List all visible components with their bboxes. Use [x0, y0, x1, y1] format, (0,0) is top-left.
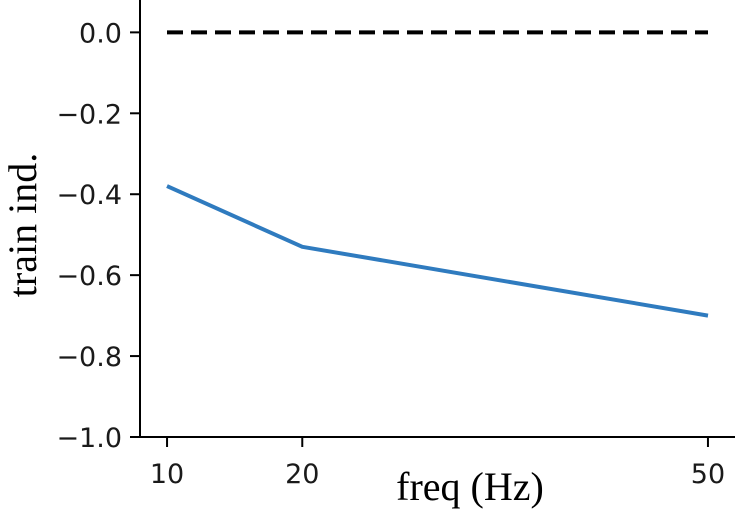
x-tick-label: 10: [150, 459, 184, 490]
y-axis-title: train ind.: [0, 153, 45, 297]
x-axis-ticks: 10 20 50: [150, 437, 725, 490]
y-tick-label: −0.4: [56, 180, 122, 211]
y-tick-label: −0.2: [56, 99, 122, 130]
x-tick-label: 20: [285, 459, 319, 490]
series-line: [166, 184, 709, 318]
y-tick-label: −1.0: [56, 423, 122, 454]
y-tick-label: −0.8: [56, 342, 122, 373]
y-axis-ticks: 0.0 −0.2 −0.4 −0.6 −0.8 −1.0: [56, 18, 140, 454]
series-layer: [166, 30, 709, 318]
y-tick-label: 0.0: [79, 18, 122, 49]
x-axis-title: freq (Hz): [396, 464, 544, 509]
x-tick-label: 50: [691, 459, 725, 490]
y-tick-label: −0.6: [56, 261, 122, 292]
